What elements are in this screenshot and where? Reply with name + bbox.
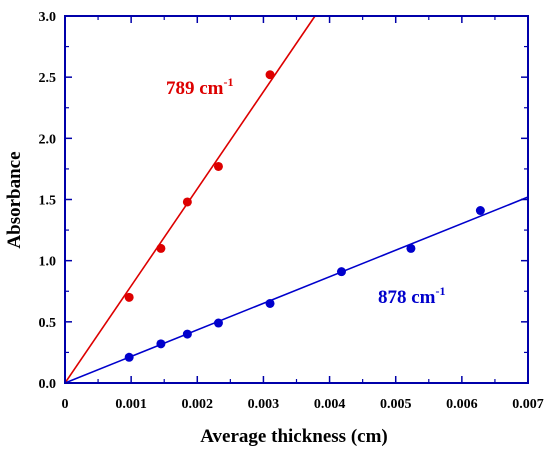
plot-frame — [64, 15, 529, 384]
y-tick-label: 1.5 — [39, 194, 57, 209]
data-point-series-1 — [213, 318, 223, 328]
x-tick-label: 0.005 — [380, 397, 412, 412]
data-point-series-1 — [406, 243, 416, 253]
data-point-series-1 — [124, 352, 134, 362]
x-tick-label: 0.003 — [248, 397, 280, 412]
data-point-series-1 — [475, 206, 485, 216]
data-points — [124, 70, 485, 362]
x-tick-label: 0.007 — [512, 397, 544, 412]
data-point-series-0 — [124, 292, 134, 302]
data-point-series-1 — [265, 298, 275, 308]
y-tick-label: 3.0 — [39, 10, 57, 25]
fit-line-series-1 — [64, 196, 529, 384]
fit-lines — [64, 15, 529, 384]
x-tick-label: 0.004 — [314, 397, 346, 412]
data-point-series-0 — [213, 161, 223, 171]
y-tick-label: 1.0 — [39, 255, 57, 270]
x-tick-label: 0.006 — [446, 397, 478, 412]
x-tick-label: 0 — [62, 397, 69, 412]
axis-ticks — [64, 15, 529, 384]
data-point-series-1 — [336, 267, 346, 277]
data-point-series-0 — [182, 197, 192, 207]
y-tick-label: 0.0 — [39, 377, 57, 392]
data-point-series-1 — [156, 339, 166, 349]
x-tick-label: 0.002 — [182, 397, 214, 412]
y-tick-label: 2.5 — [39, 71, 57, 86]
series-label-878: 878 cm-1 — [378, 284, 446, 308]
x-axis-title: Average thickness (cm) — [200, 426, 388, 447]
series-label-789: 789 cm-1 — [166, 75, 234, 99]
x-tick-label: 0.001 — [115, 397, 147, 412]
y-tick-label: 0.5 — [39, 316, 57, 331]
data-point-series-1 — [182, 329, 192, 339]
y-axis-title: Absorbance — [4, 151, 25, 248]
data-point-series-0 — [156, 243, 166, 253]
data-point-series-0 — [265, 70, 275, 80]
tick-labels: 0 0.001 0.002 0.003 0.004 0.005 0.006 0.007 0.0 0… — [39, 10, 544, 412]
y-tick-label: 2.0 — [39, 132, 57, 147]
